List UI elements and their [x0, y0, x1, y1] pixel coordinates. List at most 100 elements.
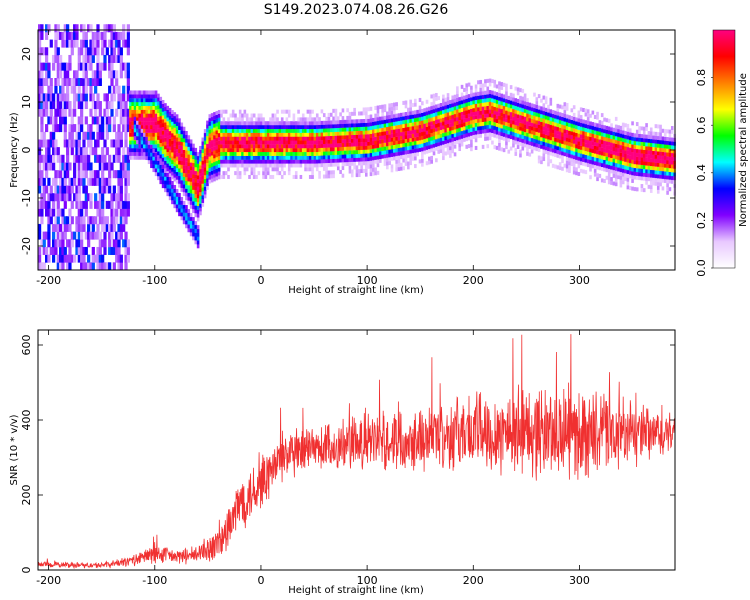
- spectrogram-cell: [122, 170, 126, 179]
- spectrogram-cell: [477, 99, 480, 104]
- spectrogram-cell: [250, 159, 254, 164]
- spectrogram-cell: [341, 139, 345, 144]
- spectrogram-cell: [661, 151, 665, 156]
- spectrogram-cell: [271, 167, 275, 172]
- spectrogram-cell: [561, 105, 564, 110]
- spectrogram-cell: [308, 163, 312, 168]
- spectrogram-cell: [231, 128, 235, 133]
- spectrogram-cell: [423, 108, 426, 113]
- spectrogram-cell: [362, 145, 366, 150]
- spectrogram-cell: [124, 185, 128, 194]
- spectrogram-cell: [411, 103, 415, 108]
- spectrogram-cell: [294, 159, 298, 164]
- spectrogram-cell: [386, 119, 389, 124]
- spectrogram-cell: [666, 183, 669, 188]
- spectrogram-cell: [400, 147, 403, 152]
- spectrogram-cell: [397, 167, 401, 172]
- spectrogram-cell: [357, 161, 361, 166]
- spectrogram-cell: [624, 161, 627, 166]
- spectrogram-cell: [210, 136, 214, 141]
- spectrogram-cell: [285, 159, 289, 164]
- spectrogram-cell: [372, 129, 375, 134]
- spectrogram-cell: [502, 105, 506, 110]
- spectrogram-cell: [329, 151, 333, 156]
- spectrogram-cell: [484, 102, 487, 107]
- spectrogram-cell: [325, 124, 328, 129]
- spectrogram-cell: [89, 39, 93, 48]
- spectrogram-cell: [577, 118, 581, 123]
- spectrogram-cell: [217, 159, 221, 164]
- spectrogram-cell: [336, 124, 340, 129]
- spectrogram-cell: [131, 125, 135, 130]
- spectrogram-cell: [460, 111, 464, 116]
- spectrogram-cell: [519, 130, 522, 135]
- spectrogram-cell: [171, 175, 174, 180]
- spectrogram-cell: [668, 168, 672, 172]
- spectrogram-cell: [558, 150, 562, 155]
- spectrogram-cell: [63, 200, 67, 209]
- spectrogram-cell: [509, 92, 513, 97]
- spectrogram-cell: [390, 110, 394, 115]
- spectrogram-cell: [444, 139, 448, 144]
- spectrogram-cell: [80, 116, 84, 125]
- spectrogram-cell: [215, 164, 219, 169]
- spectrogram-cell: [94, 31, 98, 40]
- spectrogram-cell: [157, 139, 160, 144]
- spectrogram-cell: [654, 135, 658, 140]
- spectrogram-cell: [75, 246, 79, 255]
- spectrogram-cell: [402, 123, 405, 128]
- spectrogram-cell: [656, 151, 660, 156]
- spectrogram-cell: [554, 164, 557, 169]
- spectrogram-cell: [647, 184, 651, 189]
- spectrogram-cell: [544, 96, 548, 101]
- spectrogram-cell: [73, 254, 77, 263]
- spectrogram-cell: [87, 223, 91, 232]
- spectrogram-cell: [638, 149, 641, 154]
- spectrogram-cell: [463, 134, 466, 139]
- spectrogram-cell: [304, 121, 307, 126]
- spectrogram-cell: [547, 116, 550, 121]
- spectrogram-cell: [386, 165, 389, 170]
- spectrogram-cell: [59, 116, 63, 125]
- spectrogram-cell: [115, 54, 119, 63]
- colorbar-ticks: 0.00.20.40.60.8: [695, 69, 713, 277]
- spectrogram-cell: [178, 122, 181, 127]
- spectrogram-cell: [596, 131, 599, 136]
- spectrogram-cell: [437, 119, 440, 124]
- spectrogram-cell: [96, 177, 100, 186]
- spectrogram-cell: [129, 151, 132, 156]
- spectrogram-cell: [47, 70, 51, 79]
- spectrogram-cell: [470, 131, 473, 136]
- spectrogram-cell: [362, 157, 366, 162]
- spectrogram-cell: [187, 192, 191, 197]
- spectrogram-cell: [208, 164, 212, 169]
- spectrogram-cell: [411, 156, 415, 161]
- spectrogram-cell: [542, 110, 546, 115]
- spectrogram-cell: [103, 223, 107, 232]
- spectrogram-cell: [306, 148, 310, 153]
- spectrogram-cell: [411, 145, 415, 150]
- spectrogram-cell: [343, 127, 347, 132]
- spectrogram-cell: [428, 141, 431, 146]
- spectrogram-cell: [647, 134, 651, 139]
- spectrogram-cell: [327, 124, 331, 129]
- spectrogram-cell: [414, 125, 417, 130]
- spectrogram-cell: [77, 124, 81, 133]
- spectrogram-cell: [248, 125, 251, 130]
- spectrogram-cell: [666, 144, 669, 149]
- spectrogram-cell: [276, 155, 279, 160]
- spectrogram-cell: [124, 62, 128, 71]
- spectrogram-cell: [470, 127, 473, 132]
- spectrogram-cell: [414, 110, 417, 115]
- spectrogram-cell: [159, 127, 163, 132]
- spectrogram-cell: [61, 193, 65, 202]
- spectrogram-cell: [486, 90, 490, 95]
- spectrogram-cell: [115, 231, 119, 240]
- spectrogram-cell: [561, 128, 564, 133]
- spectrogram-cell: [397, 117, 401, 122]
- spectrogram-cell: [189, 139, 193, 144]
- spectrogram-cell: [276, 109, 279, 114]
- spectrogram-cell: [105, 177, 109, 186]
- spectrogram-cell: [577, 129, 581, 134]
- spectrogram-cell: [56, 216, 60, 225]
